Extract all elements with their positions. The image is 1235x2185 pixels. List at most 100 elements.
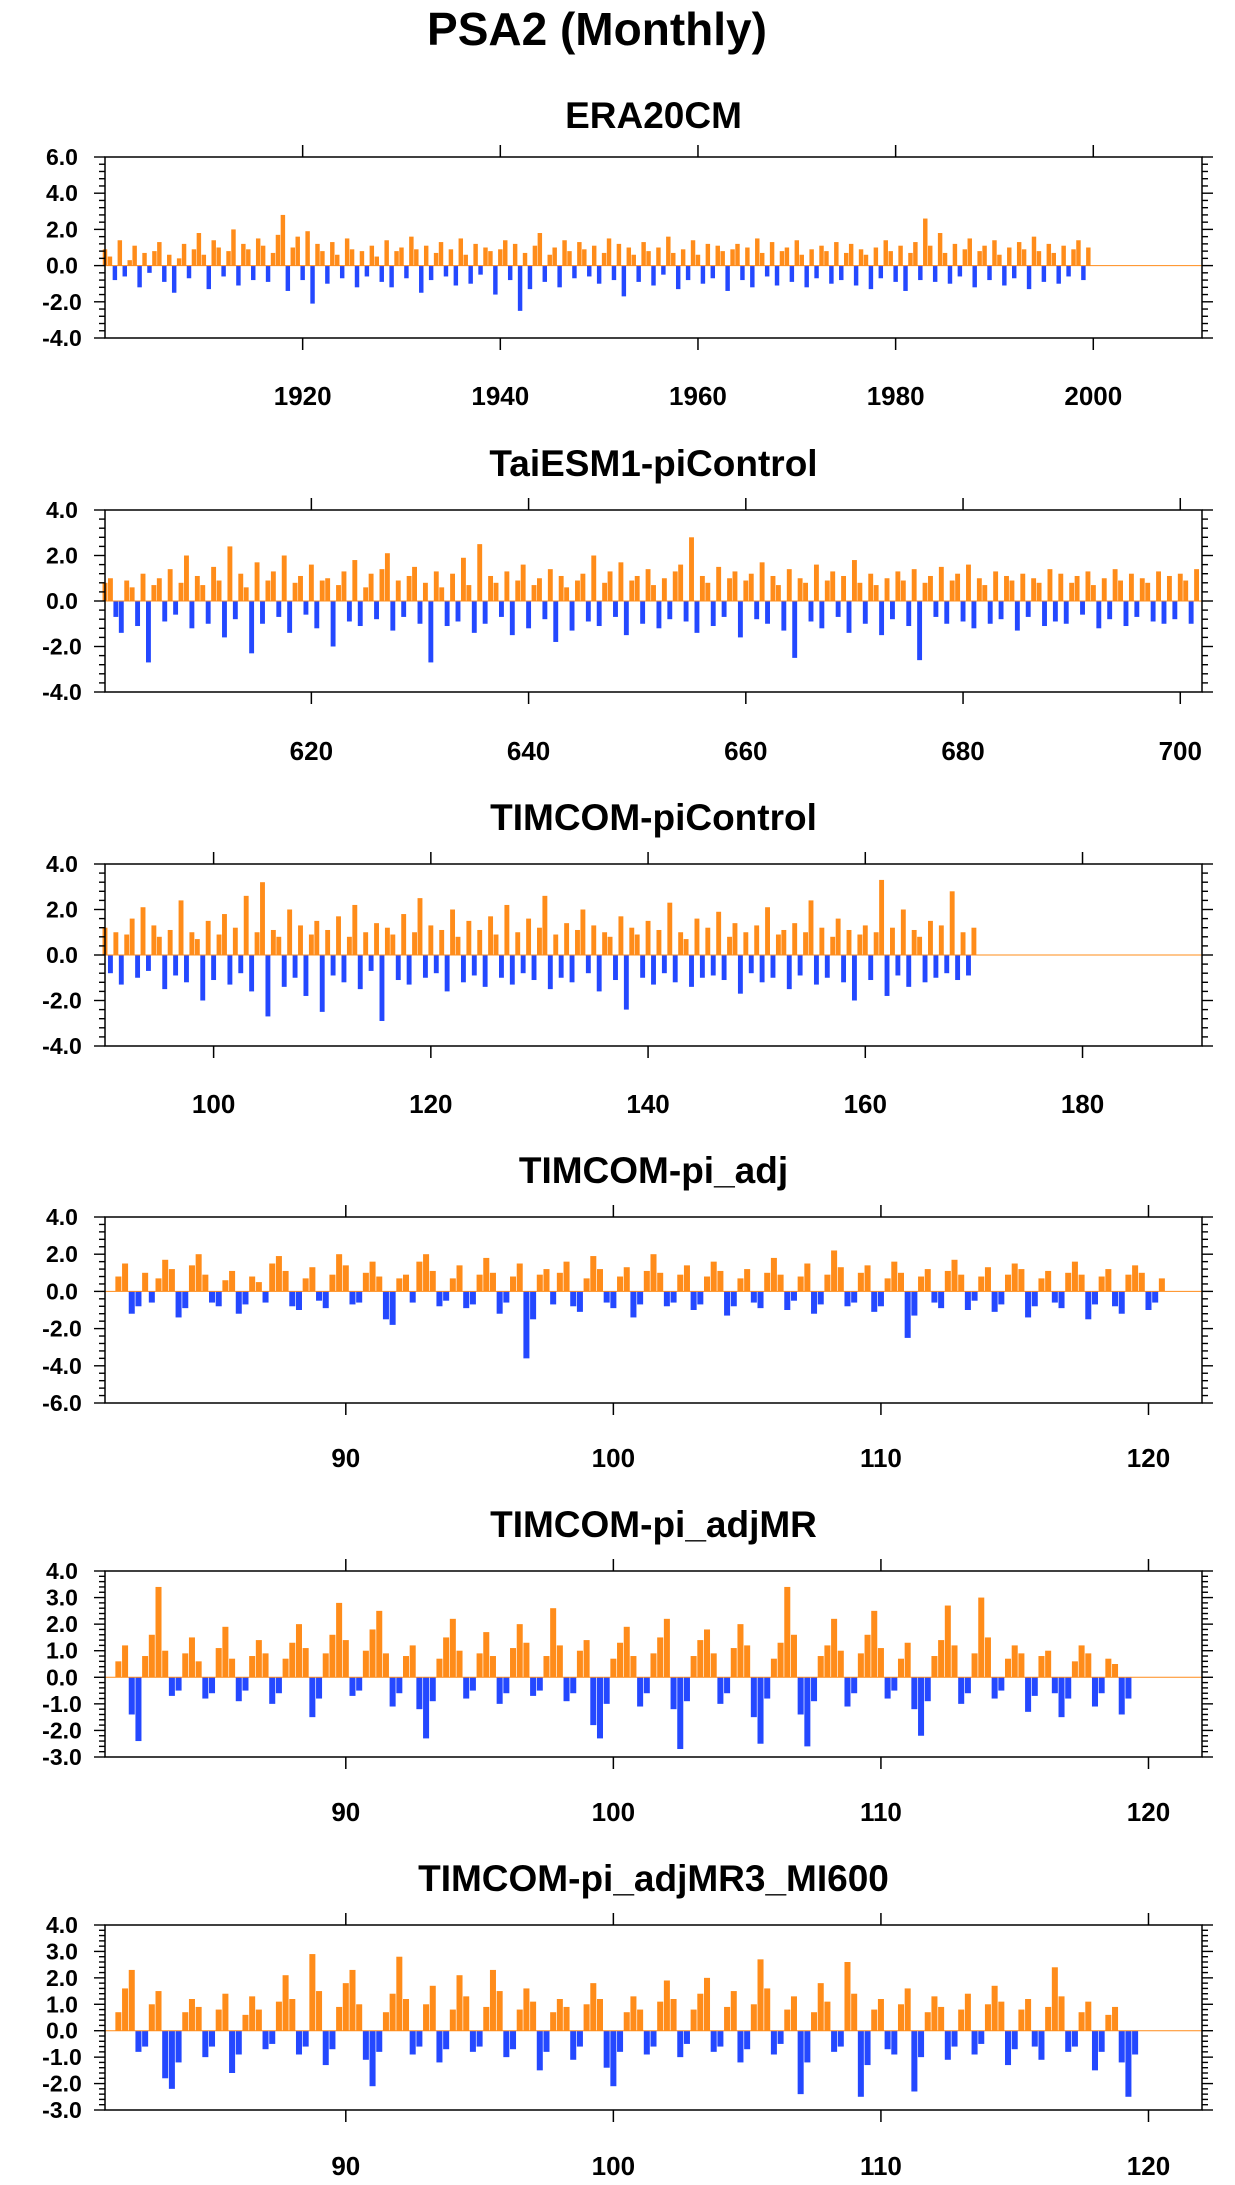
positive-bar	[938, 925, 944, 955]
positive-bar	[107, 578, 113, 601]
negative-bar	[1080, 601, 1085, 615]
negative-bar	[675, 265, 681, 290]
positive-bar	[188, 1999, 195, 2031]
negative-bar	[369, 2030, 376, 2087]
positive-bar	[448, 249, 454, 266]
positive-bar	[637, 2009, 644, 2031]
positive-bar	[314, 920, 320, 956]
positive-bar	[770, 1658, 777, 1678]
positive-bar	[857, 934, 863, 955]
positive-bar	[877, 1648, 884, 1678]
positive-bar	[282, 1270, 289, 1292]
negative-bar	[640, 955, 646, 978]
positive-bar	[1045, 2006, 1052, 2031]
positive-bar	[129, 918, 135, 955]
positive-bar	[376, 1610, 383, 1678]
positive-bar	[382, 2012, 389, 2031]
negative-bar	[395, 955, 401, 981]
positive-bar	[1105, 1658, 1112, 1678]
positive-bar	[439, 587, 445, 601]
positive-bar	[151, 585, 157, 601]
positive-bar	[504, 571, 510, 601]
positive-bar	[704, 1276, 711, 1292]
negative-bar	[1172, 601, 1178, 620]
positive-bar	[325, 929, 331, 955]
negative-bar	[811, 1291, 818, 1314]
positive-bar	[1020, 573, 1026, 601]
negative-bar	[1025, 601, 1031, 617]
negative-bar	[542, 265, 548, 282]
negative-bar	[422, 955, 428, 978]
positive-bar	[971, 1653, 978, 1678]
negative-bar	[349, 1677, 356, 1696]
positive-bar	[699, 575, 705, 601]
x-tick-label: 120	[1127, 2151, 1170, 2181]
negative-bar	[1134, 601, 1140, 617]
negative-bar	[911, 2030, 918, 2092]
positive-bar	[384, 927, 390, 955]
x-tick-label: 90	[331, 2151, 360, 2181]
positive-bar	[857, 582, 863, 601]
positive-bar	[1038, 1656, 1045, 1678]
negative-bar	[890, 601, 895, 620]
positive-bar	[222, 1993, 229, 2031]
negative-bar	[309, 1677, 316, 1718]
positive-bar	[1112, 2006, 1119, 2031]
positive-bar	[744, 1645, 751, 1678]
positive-bar	[249, 1996, 256, 2031]
negative-bar	[844, 1291, 851, 1307]
positive-bar	[942, 252, 948, 266]
negative-bar	[242, 1677, 249, 1691]
negative-bar	[251, 265, 256, 281]
negative-bar	[526, 601, 532, 629]
positive-bar	[819, 927, 825, 955]
negative-bar	[357, 955, 363, 990]
positive-bar	[359, 251, 365, 266]
negative-bar	[759, 955, 765, 983]
positive-bar	[743, 932, 749, 955]
negative-bar	[182, 1291, 189, 1309]
positive-bar	[1004, 575, 1009, 601]
negative-bar	[287, 601, 293, 633]
negative-bar	[884, 1677, 891, 1699]
positive-bar	[512, 243, 518, 266]
positive-bar	[813, 564, 819, 601]
positive-bar	[542, 895, 548, 955]
negative-bar	[443, 2030, 450, 2050]
positive-bar	[255, 2009, 262, 2031]
positive-bar	[417, 898, 423, 956]
positive-bar	[824, 1274, 831, 1292]
y-tick-label: 4.0	[46, 180, 78, 206]
positive-bar	[784, 247, 790, 266]
positive-bar	[316, 1991, 323, 2031]
positive-bar	[730, 249, 735, 266]
positive-bar	[695, 254, 701, 266]
positive-bar	[556, 1645, 563, 1678]
negative-bar	[904, 1291, 911, 1338]
positive-bar	[904, 1642, 911, 1678]
chart-panel: TIMCOM-pi_adj -6.0 -4.0 -2.0 0.0 2.0 4.0 90 100 1…	[42, 1150, 1213, 1473]
positive-bar	[483, 1632, 490, 1678]
positive-bar	[124, 934, 130, 955]
positive-bar	[645, 569, 651, 601]
positive-bar	[837, 1267, 844, 1292]
bar-series	[115, 1954, 1139, 2097]
positive-bar	[1051, 1967, 1058, 2031]
negative-bar	[517, 265, 523, 311]
positive-bar	[1005, 1658, 1012, 1678]
negative-bar	[721, 601, 727, 617]
positive-bar	[931, 1656, 938, 1678]
positive-bar	[846, 929, 852, 955]
positive-bar	[607, 936, 613, 955]
negative-bar	[419, 265, 424, 293]
positive-bar	[189, 932, 195, 955]
positive-bar	[583, 1278, 590, 1292]
positive-bar	[216, 580, 222, 601]
negative-bar	[227, 955, 233, 985]
positive-bar	[200, 585, 206, 601]
positive-bar	[265, 580, 271, 601]
positive-bar	[142, 1272, 149, 1292]
positive-bar	[631, 254, 636, 266]
positive-bar	[911, 569, 917, 601]
positive-bar	[262, 1653, 269, 1678]
